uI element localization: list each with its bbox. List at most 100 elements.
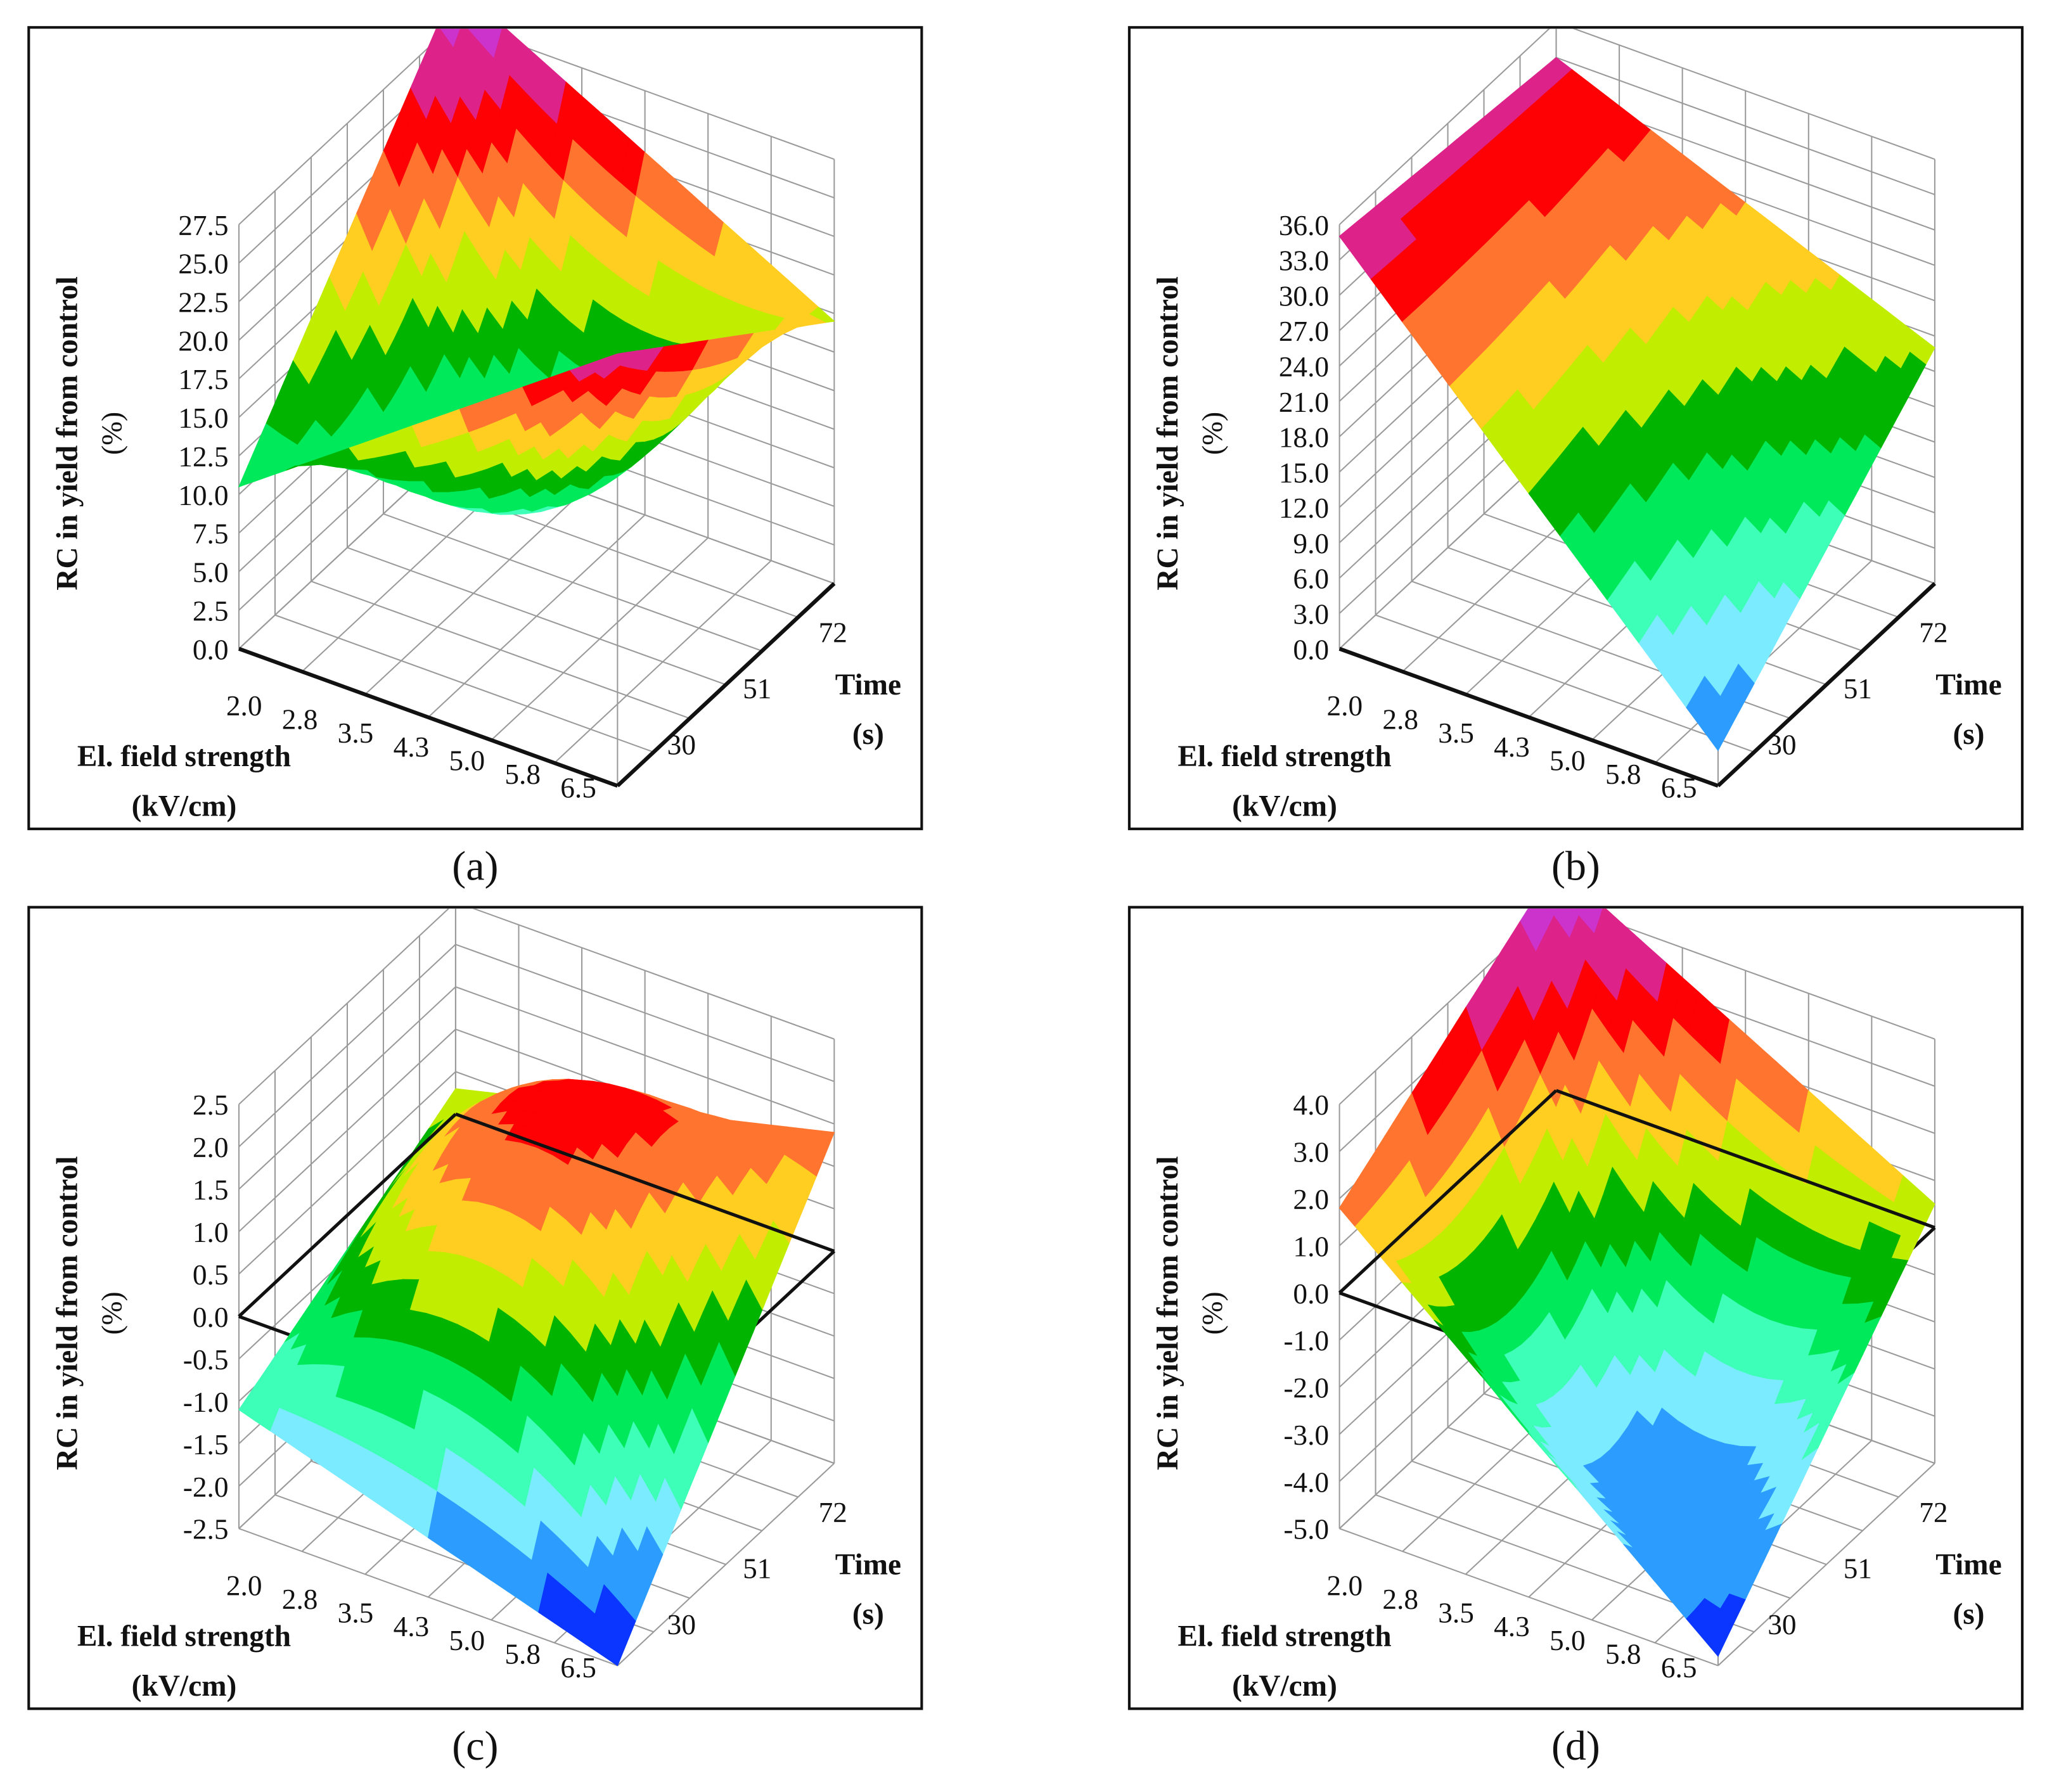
surface-plot-b: 0.0 3.0 6.09.0 12.015.018.0 21.0 24.0 27.0 30.0…: [1152, 29, 2002, 823]
time-tick-label: 30: [1768, 1609, 1796, 1641]
zero-plane-edge: [1555, 1089, 1935, 1229]
x-tick-label: 5.0: [1550, 1625, 1586, 1656]
y-axis-unit: (%): [96, 1291, 128, 1334]
time-axis-title: Time: [1935, 669, 2001, 701]
x-axis-title: El. field strength: [1178, 740, 1391, 773]
x-axis-unit: (kV/cm): [132, 1670, 237, 1703]
x-tick-label: 5.8: [1605, 1638, 1641, 1670]
y-axis-title: RC in yield from control: [1152, 276, 1184, 591]
caption-c: (c): [452, 1722, 499, 1769]
floor-right-edge: [1716, 582, 1937, 788]
floor-gridline: [617, 1462, 835, 1667]
x-tick-label: 5.0: [449, 745, 485, 776]
y-tick-label: 6.0: [1293, 563, 1329, 595]
surface-plot-c: -2.5 -2.0 -1.5 -1.0 -0.5 0.0 0.5 1.0 1.5 2.0 2.5 2.…: [51, 908, 901, 1703]
y-tick-label: 15.0: [178, 402, 228, 434]
y-tick-label: 36.0: [1279, 210, 1329, 241]
caption-a: (a): [452, 842, 499, 889]
surface-plot-a: 0.0 2.5 5.0 7.5 10.0 12.5 15.0 17.5 20.0 22.5 25.0…: [51, 29, 901, 823]
x-tick-label: 4.3: [394, 731, 430, 763]
time-axis-title: Time: [1935, 1548, 2001, 1581]
panel-c: -2.5 -2.0 -1.5 -1.0 -0.5 0.0 0.5 1.0 1.5 2.0 2.5 2.…: [27, 906, 923, 1710]
time-tick-label: 30: [667, 1609, 696, 1641]
y-tick-label: 22.5: [178, 287, 228, 319]
x-tick-label: 2.8: [282, 1584, 318, 1615]
y-tick-label: 17.5: [178, 364, 228, 395]
y-axis-title: RC in yield from control: [51, 1156, 84, 1470]
floor-gridline: [1717, 1462, 1935, 1667]
y-tick-label: 25.0: [178, 248, 228, 280]
y-tick-label: 0.0: [1293, 1278, 1329, 1310]
time-tick-label: 72: [1919, 1497, 1948, 1528]
time-tick-label: 51: [1844, 673, 1872, 705]
y-tick-label: 21.0: [1279, 387, 1329, 418]
y-tick-label: 0.0: [193, 634, 229, 665]
floor-gridline: [347, 547, 726, 686]
y-tick-label: 10.0: [178, 480, 228, 511]
y-tick-label: 1.0: [1293, 1231, 1329, 1262]
zero-plane-edge: [455, 1112, 835, 1253]
panel-d: -5.0 -4.0 -3.0 -2.0 -1.0 0.0 1.0 2.0 3.0 4.0 2.0 2.…: [1127, 906, 2024, 1710]
y-tick-label: 2.0: [1293, 1184, 1329, 1215]
y-tick-label: 3.0: [1293, 1137, 1329, 1168]
floor-gridline: [491, 537, 709, 741]
time-axis-title: Time: [835, 1548, 901, 1581]
y-tick-label: -4.0: [1283, 1466, 1329, 1498]
surface-patch: [601, 1628, 627, 1667]
y-tick-label: 20.0: [178, 325, 228, 357]
y-axis-unit: (%): [1197, 1291, 1228, 1334]
time-axis-unit: (s): [1953, 718, 1984, 751]
x-axis-title: El. field strength: [77, 1620, 291, 1653]
y-tick-label: 1.0: [193, 1217, 229, 1248]
y-tick-label: 0.0: [193, 1302, 229, 1333]
time-tick-label: 51: [1844, 1553, 1872, 1585]
y-tick-label: 2.5: [193, 595, 229, 627]
x-axis-unit: (kV/cm): [1232, 790, 1337, 823]
time-tick-label: 51: [743, 673, 771, 705]
y-tick-label: -2.0: [1283, 1373, 1329, 1404]
x-tick-label: 2.0: [226, 1570, 262, 1601]
y-tick-label: 24.0: [1279, 351, 1329, 383]
x-tick-label: 3.5: [1438, 1597, 1474, 1629]
time-tick-label: 51: [743, 1553, 771, 1585]
time-axis-unit: (s): [852, 1598, 884, 1631]
x-tick-label: 2.8: [1382, 1584, 1418, 1615]
time-tick-label: 72: [1919, 617, 1948, 649]
y-axis-title: RC in yield from control: [51, 276, 84, 591]
y-tick-label: 3.0: [1293, 599, 1329, 630]
y-tick-label: 27.0: [1279, 316, 1329, 347]
y-tick-label: -2.5: [183, 1514, 229, 1546]
surface-plot-d: -5.0 -4.0 -3.0 -2.0 -1.0 0.0 1.0 2.0 3.0 4.0 2.0 2.…: [1152, 908, 2002, 1703]
y-tick-label: 0.0: [1293, 634, 1329, 665]
x-tick-label: 2.0: [226, 690, 262, 722]
x-tick-label: 2.8: [1382, 704, 1418, 736]
x-tick-label: 5.0: [449, 1625, 485, 1656]
x-axis-title: El. field strength: [77, 740, 291, 773]
y-tick-label: 7.5: [193, 518, 229, 550]
y-tick-label: 30.0: [1279, 280, 1329, 312]
x-tick-label: 6.5: [560, 772, 596, 804]
time-tick-label: 72: [819, 1497, 847, 1528]
x-axis-title: El. field strength: [1178, 1620, 1391, 1653]
panel-a: 0.0 2.5 5.0 7.5 10.0 12.5 15.0 17.5 20.0 22.5 25.0…: [27, 26, 923, 831]
y-axis-title: RC in yield from control: [1152, 1156, 1184, 1470]
floor-right-edge: [616, 582, 836, 788]
x-tick-label: 5.8: [504, 1638, 541, 1670]
y-tick-label: 4.0: [1293, 1089, 1329, 1121]
surface-patch: [600, 352, 627, 363]
floor-gridline: [554, 560, 772, 764]
zero-plane-edge: [238, 1113, 457, 1318]
y-tick-label: 12.0: [1279, 492, 1329, 524]
y-tick-label: -0.5: [183, 1344, 229, 1376]
x-tick-label: 3.5: [338, 717, 374, 749]
y-axis-unit: (%): [96, 412, 128, 455]
y-tick-label: -1.5: [183, 1429, 229, 1461]
time-tick-label: 72: [819, 617, 847, 649]
x-axis-unit: (kV/cm): [132, 790, 237, 823]
y-tick-label: -1.0: [183, 1386, 229, 1418]
y-tick-label: 2.0: [193, 1132, 229, 1163]
y-tick-label: 33.0: [1279, 245, 1329, 277]
time-axis-unit: (s): [1953, 1598, 1984, 1631]
x-tick-label: 5.0: [1550, 745, 1586, 776]
